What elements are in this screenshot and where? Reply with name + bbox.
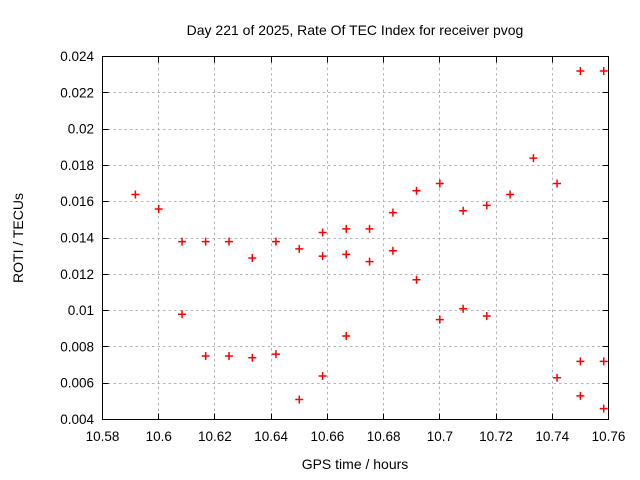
y-tick-label: 0.004 xyxy=(60,412,94,427)
data-point-marker xyxy=(342,332,351,341)
data-point-marker xyxy=(435,315,444,324)
data-point-marker xyxy=(506,190,515,199)
data-point-marker xyxy=(201,237,210,246)
data-point-marker xyxy=(318,252,327,261)
y-tick-label: 0.02 xyxy=(68,122,94,137)
data-point-marker xyxy=(342,250,351,259)
y-tick-label: 0.022 xyxy=(60,85,94,100)
data-point-marker xyxy=(388,208,397,217)
data-point-marker xyxy=(553,373,562,382)
chart-title: Day 221 of 2025, Rate Of TEC Index for r… xyxy=(186,22,524,38)
data-point-marker xyxy=(599,357,608,366)
y-tick-label: 0.016 xyxy=(60,194,94,209)
data-point-marker xyxy=(459,304,468,313)
data-point-marker xyxy=(365,257,374,266)
x-tick-label: 10.68 xyxy=(367,429,401,444)
y-tick-label: 0.006 xyxy=(60,376,94,391)
data-point-marker xyxy=(295,395,304,404)
x-tick-label: 10.76 xyxy=(592,429,626,444)
data-point-marker xyxy=(271,237,280,246)
data-point-marker xyxy=(154,204,163,213)
y-tick-label: 0.012 xyxy=(60,267,94,282)
x-tick-label: 10.72 xyxy=(479,429,513,444)
x-tick-label: 10.64 xyxy=(254,429,288,444)
data-point-marker xyxy=(388,246,397,255)
x-tick-label: 10.58 xyxy=(86,429,120,444)
data-point-marker xyxy=(201,351,210,360)
x-tick-label: 10.7 xyxy=(427,429,453,444)
data-point-marker xyxy=(271,350,280,359)
data-point-marker xyxy=(318,371,327,380)
data-point-marker xyxy=(576,391,585,400)
data-point-marker xyxy=(599,404,608,413)
data-point-marker xyxy=(295,244,304,253)
data-point-marker xyxy=(576,67,585,76)
data-point-marker xyxy=(553,179,562,188)
y-tick-label: 0.014 xyxy=(60,231,94,246)
data-point-marker xyxy=(459,206,468,215)
data-point-marker xyxy=(412,186,421,195)
data-point-marker xyxy=(342,224,351,233)
data-point-marker xyxy=(318,228,327,237)
x-tick-label: 10.6 xyxy=(146,429,172,444)
x-tick-label: 10.66 xyxy=(310,429,344,444)
data-point-marker xyxy=(225,351,233,360)
y-tick-label: 0.018 xyxy=(60,158,94,173)
data-point-marker xyxy=(412,275,421,284)
data-point-marker xyxy=(248,253,257,262)
data-point-marker xyxy=(599,67,608,76)
data-point-marker xyxy=(482,201,491,210)
data-point-marker xyxy=(178,237,187,246)
data-point-marker xyxy=(365,224,374,233)
data-point-marker xyxy=(131,190,140,199)
x-tick-label: 10.74 xyxy=(535,429,569,444)
data-point-marker xyxy=(576,357,585,366)
data-point-marker xyxy=(178,310,187,319)
y-tick-label: 0.024 xyxy=(60,49,94,64)
x-tick-label: 10.62 xyxy=(198,429,232,444)
y-tick-label: 0.008 xyxy=(60,339,94,354)
data-point-marker xyxy=(225,237,233,246)
x-axis-label: GPS time / hours xyxy=(301,456,409,472)
data-point-marker xyxy=(248,353,257,362)
data-point-marker xyxy=(482,312,491,321)
data-point-marker xyxy=(529,154,538,163)
y-tick-label: 0.01 xyxy=(68,303,94,318)
data-point-marker xyxy=(435,179,444,188)
